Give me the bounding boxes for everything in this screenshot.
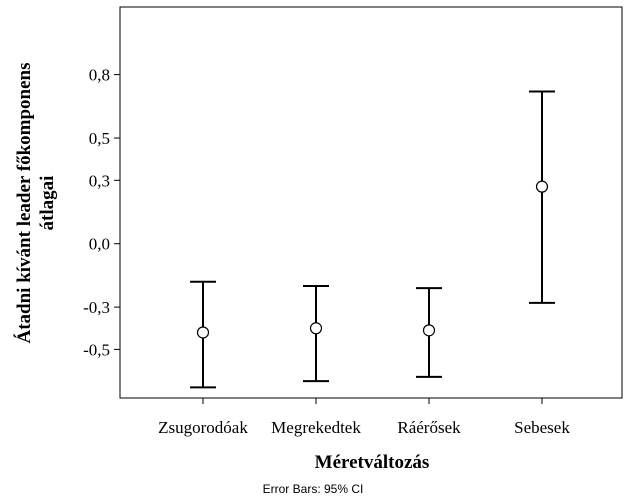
y-axis-label: Átadni kívánt leader főkomponens átlagai bbox=[13, 62, 58, 343]
y-tick-label: 0,5 bbox=[89, 129, 110, 148]
error-bar-megrekedtek bbox=[303, 284, 329, 383]
mean-marker bbox=[196, 326, 210, 339]
y-axis: 0,8 0,5 0,3 0,0 -0,3 -0,5 bbox=[83, 66, 120, 359]
error-bar-caption: Error Bars: 95% CI bbox=[262, 482, 364, 496]
error-bar-zsugorodóak bbox=[190, 280, 216, 389]
y-tick-label: 0,0 bbox=[89, 235, 110, 254]
y-tick-label: 0,8 bbox=[89, 66, 110, 85]
mean-marker bbox=[309, 322, 323, 335]
x-axis: Zsugorodóak Megrekedtek Ráérősek Sebesek bbox=[158, 398, 570, 437]
x-tick-label: Ráérősek bbox=[397, 418, 461, 437]
y-tick-label: -0,5 bbox=[83, 340, 110, 359]
y-axis-label-line-1: Átadni kívánt leader főkomponens bbox=[13, 62, 35, 343]
y-tick-label: -0,3 bbox=[83, 298, 110, 317]
x-tick-label: Zsugorodóak bbox=[158, 418, 248, 437]
x-axis-label: Méretváltozás bbox=[315, 452, 430, 473]
y-axis-label-line-2: átlagai bbox=[37, 176, 58, 231]
mean-marker bbox=[535, 180, 549, 193]
error-bar-ráérősek bbox=[416, 287, 442, 378]
mean-marker bbox=[422, 324, 436, 337]
error-bar-sebesek bbox=[529, 90, 555, 304]
error-bars bbox=[190, 90, 555, 389]
y-tick-label: 0,3 bbox=[89, 171, 110, 190]
x-tick-label: Megrekedtek bbox=[271, 418, 361, 437]
x-tick-label: Sebesek bbox=[514, 418, 570, 437]
plot-frame bbox=[119, 6, 623, 399]
